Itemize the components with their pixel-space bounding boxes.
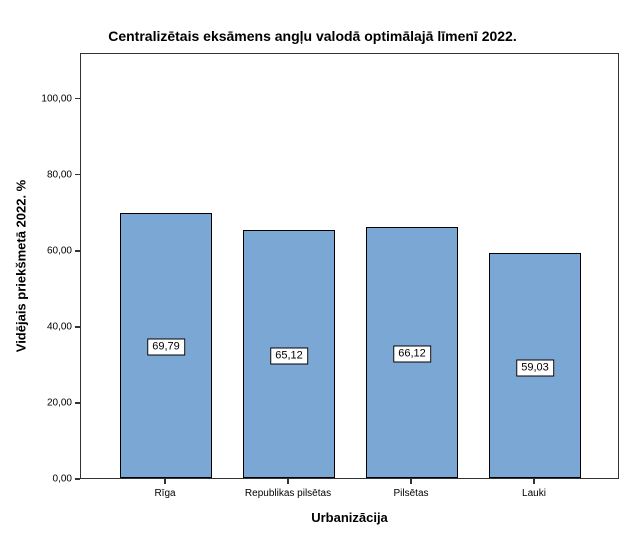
y-axis-tick-mark: [75, 478, 80, 480]
y-axis-tick-mark: [75, 250, 80, 252]
x-axis-tick-mark: [410, 479, 412, 484]
y-axis-tick-label: 60,00: [46, 245, 72, 257]
y-axis-tick-mark: [75, 326, 80, 328]
y-axis-tick-label: 20,00: [46, 397, 72, 409]
y-axis-tick-label: 80,00: [46, 169, 72, 181]
plot-area: 69,79 65,12 66,12 59,03: [80, 53, 619, 479]
chart-title: Centralizētais eksāmens angļu valodā opt…: [108, 28, 517, 44]
y-axis-tick-label: 0,00: [52, 473, 72, 485]
bar-value-label: 66,12: [393, 345, 431, 363]
y-axis-tick-mark: [75, 402, 80, 404]
x-axis-tick-mark: [533, 479, 535, 484]
x-axis-category-label: Lauki: [522, 488, 546, 499]
x-axis-tick-mark: [164, 479, 166, 484]
bar-value-label: 65,12: [270, 347, 308, 365]
x-axis-title: Urbanizācija: [311, 510, 388, 525]
bar-value-label: 59,03: [516, 359, 554, 377]
x-axis-category-label: Republikas pilsētas: [244, 488, 332, 499]
y-axis-tick-label: 40,00: [46, 321, 72, 333]
y-axis-tick-mark: [75, 173, 80, 176]
x-axis-tick-mark: [287, 479, 289, 484]
y-axis-tick-mark: [75, 97, 80, 100]
bar-value-label: 69,79: [147, 338, 185, 356]
y-axis-tick-label: 100,00: [41, 93, 72, 105]
x-axis-category-label: Rīga: [154, 488, 176, 499]
x-axis-category-label: Pilsētas: [393, 488, 429, 499]
